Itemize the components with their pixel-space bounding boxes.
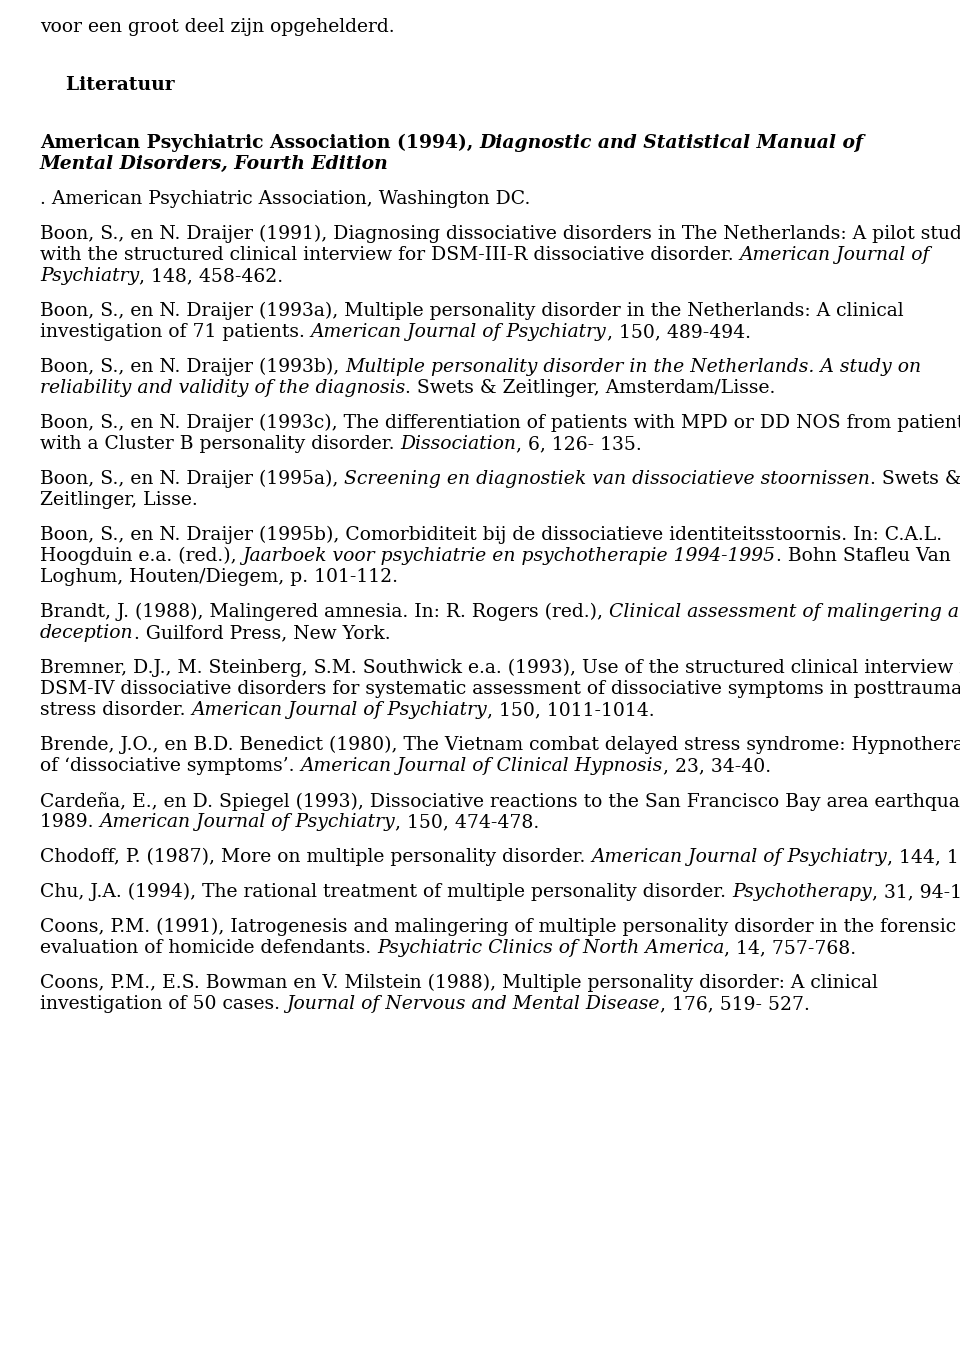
Text: , 150, 489-494.: , 150, 489-494. — [607, 324, 751, 341]
Text: Boon, S., en N. Draijer (1993c), The differentiation of patients with MPD or DD : Boon, S., en N. Draijer (1993c), The dif… — [40, 413, 960, 432]
Text: Jaarboek voor psychiatrie en psychotherapie 1994-1995: Jaarboek voor psychiatrie en psychothera… — [243, 547, 776, 564]
Text: stress disorder.: stress disorder. — [40, 700, 191, 719]
Text: , 6, 126- 135.: , 6, 126- 135. — [516, 435, 642, 453]
Text: , 144, 124.: , 144, 124. — [887, 849, 960, 866]
Text: voor een groot deel zijn opgehelderd.: voor een groot deel zijn opgehelderd. — [40, 18, 395, 35]
Text: Brende, J.O., en B.D. Benedict (1980), The Vietnam combat delayed stress syndrom: Brende, J.O., en B.D. Benedict (1980), T… — [40, 736, 960, 755]
Text: Coons, P.M. (1991), Iatrogenesis and malingering of multiple personality disorde: Coons, P.M. (1991), Iatrogenesis and mal… — [40, 918, 956, 936]
Text: Boon, S., en N. Draijer (1991), Diagnosing dissociative disorders in The Netherl: Boon, S., en N. Draijer (1991), Diagnosi… — [40, 224, 960, 243]
Text: American Journal of Psychiatry: American Journal of Psychiatry — [100, 813, 396, 831]
Text: Multiple personality disorder in the Netherlands. A study on: Multiple personality disorder in the Net… — [346, 358, 922, 375]
Text: , 150, 1011-1014.: , 150, 1011-1014. — [488, 700, 655, 719]
Text: Bremner, D.J., M. Steinberg, S.M. Southwick e.a. (1993), Use of the structured c: Bremner, D.J., M. Steinberg, S.M. Southw… — [40, 660, 960, 677]
Text: , 23, 34-40.: , 23, 34-40. — [662, 758, 771, 775]
Text: Literatuur: Literatuur — [40, 76, 175, 94]
Text: Clinical assessment of malingering and: Clinical assessment of malingering and — [609, 602, 960, 622]
Text: . Swets & Zeitlinger, Amsterdam/Lisse.: . Swets & Zeitlinger, Amsterdam/Lisse. — [405, 379, 776, 397]
Text: Chodoff, P. (1987), More on multiple personality disorder.: Chodoff, P. (1987), More on multiple per… — [40, 849, 591, 866]
Text: Diagnostic and Statistical Manual of: Diagnostic and Statistical Manual of — [480, 135, 864, 152]
Text: DSM-IV dissociative disorders for systematic assessment of dissociative symptoms: DSM-IV dissociative disorders for system… — [40, 680, 960, 698]
Text: Cardeña, E., en D. Spiegel (1993), Dissociative reactions to the San Francisco B: Cardeña, E., en D. Spiegel (1993), Disso… — [40, 792, 960, 811]
Text: evaluation of homicide defendants.: evaluation of homicide defendants. — [40, 938, 377, 957]
Text: Psychotherapy: Psychotherapy — [732, 883, 872, 900]
Text: American Psychiatric Association (1994),: American Psychiatric Association (1994), — [40, 135, 480, 152]
Text: . Guilford Press, New York.: . Guilford Press, New York. — [133, 624, 391, 642]
Text: Mental Disorders, Fourth Edition: Mental Disorders, Fourth Edition — [40, 155, 389, 173]
Text: Zeitlinger, Lisse.: Zeitlinger, Lisse. — [40, 491, 198, 509]
Text: 1989.: 1989. — [40, 813, 100, 831]
Text: reliability and validity of the diagnosis: reliability and validity of the diagnosi… — [40, 379, 405, 397]
Text: American Journal of Psychiatry: American Journal of Psychiatry — [191, 700, 488, 719]
Text: , 176, 519- 527.: , 176, 519- 527. — [660, 996, 809, 1013]
Text: , 148, 458-462.: , 148, 458-462. — [139, 267, 283, 286]
Text: Psychiatry: Psychiatry — [40, 267, 139, 286]
Text: Hoogduin e.a. (red.),: Hoogduin e.a. (red.), — [40, 547, 243, 566]
Text: investigation of 71 patients.: investigation of 71 patients. — [40, 324, 311, 341]
Text: Boon, S., en N. Draijer (1995b), Comorbiditeit bij de dissociatieve identiteitss: Boon, S., en N. Draijer (1995b), Comorbi… — [40, 526, 942, 544]
Text: Screening en diagnostiek van dissociatieve stoornissen: Screening en diagnostiek van dissociatie… — [345, 471, 871, 488]
Text: . American Psychiatric Association, Washington DC.: . American Psychiatric Association, Wash… — [40, 190, 530, 208]
Text: American Journal of: American Journal of — [739, 246, 930, 264]
Text: Boon, S., en N. Draijer (1993a), Multiple personality disorder in the Netherland: Boon, S., en N. Draijer (1993a), Multipl… — [40, 302, 903, 320]
Text: , 31, 94-100.: , 31, 94-100. — [872, 883, 960, 900]
Text: , 14, 757-768.: , 14, 757-768. — [725, 938, 856, 957]
Text: American Journal of Psychiatry: American Journal of Psychiatry — [591, 849, 887, 866]
Text: investigation of 50 cases.: investigation of 50 cases. — [40, 996, 286, 1013]
Text: Brandt, J. (1988), Malingered amnesia. In: R. Rogers (red.),: Brandt, J. (1988), Malingered amnesia. I… — [40, 602, 609, 622]
Text: of ‘dissociative symptoms’.: of ‘dissociative symptoms’. — [40, 758, 300, 775]
Text: with the structured clinical interview for DSM-III-R dissociative disorder.: with the structured clinical interview f… — [40, 246, 739, 264]
Text: American Journal of Psychiatry: American Journal of Psychiatry — [311, 324, 607, 341]
Text: . Bohn Stafleu Van: . Bohn Stafleu Van — [776, 547, 950, 564]
Text: deception: deception — [40, 624, 133, 642]
Text: Journal of Nervous and Mental Disease: Journal of Nervous and Mental Disease — [286, 996, 660, 1013]
Text: Dissociation: Dissociation — [400, 435, 516, 453]
Text: Chu, J.A. (1994), The rational treatment of multiple personality disorder.: Chu, J.A. (1994), The rational treatment… — [40, 883, 732, 902]
Text: Coons, P.M., E.S. Bowman en V. Milstein (1988), Multiple personality disorder: A: Coons, P.M., E.S. Bowman en V. Milstein … — [40, 974, 877, 993]
Text: with a Cluster B personality disorder.: with a Cluster B personality disorder. — [40, 435, 400, 453]
Text: Boon, S., en N. Draijer (1995a),: Boon, S., en N. Draijer (1995a), — [40, 471, 345, 488]
Text: Psychiatric Clinics of North America: Psychiatric Clinics of North America — [377, 938, 725, 957]
Text: American Journal of Clinical Hypnosis: American Journal of Clinical Hypnosis — [300, 758, 662, 775]
Text: , 150, 474-478.: , 150, 474-478. — [396, 813, 540, 831]
Text: . Swets &: . Swets & — [871, 471, 960, 488]
Text: Boon, S., en N. Draijer (1993b),: Boon, S., en N. Draijer (1993b), — [40, 358, 346, 377]
Text: Loghum, Houten/Diegem, p. 101-112.: Loghum, Houten/Diegem, p. 101-112. — [40, 568, 398, 586]
